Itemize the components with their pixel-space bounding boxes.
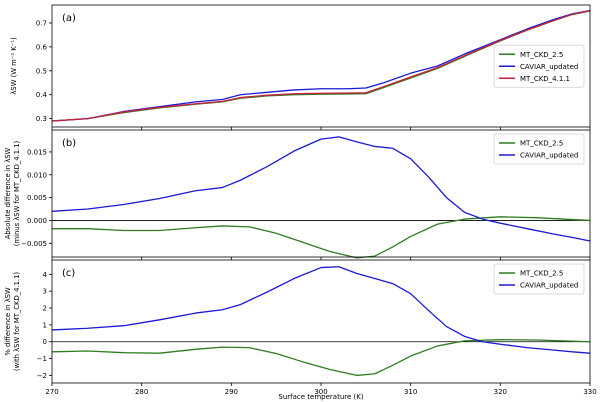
y-axis-label: λSW (W m⁻² K⁻¹) bbox=[10, 37, 18, 95]
x-axis-label: Surface temperature (K) bbox=[278, 393, 363, 401]
y-axis-label: Absolute difference in λSW bbox=[4, 147, 12, 239]
y-tick-label: 0.010 bbox=[27, 171, 47, 179]
y-tick-label: 3 bbox=[43, 288, 47, 296]
panel-label: (b) bbox=[62, 138, 76, 149]
series-line-3 bbox=[51, 10, 591, 122]
y-tick-label: 2 bbox=[43, 305, 47, 313]
x-tick-label: 290 bbox=[225, 388, 238, 396]
panel-label: (c) bbox=[62, 268, 75, 279]
legend-entry: MT_CKD_2.5 bbox=[520, 51, 563, 59]
x-tick-label: 280 bbox=[135, 388, 148, 396]
panel-1: 0.3 0.4 0.5 0.6 0.7 (a) λSW (W m⁻² K⁻¹) MT_CKD_… bbox=[10, 4, 591, 130]
legend: MT_CKD_2.5 CAVIAR_updated bbox=[493, 263, 585, 295]
y-tick-label: 0.005 bbox=[27, 194, 47, 202]
y-tick-label: 1 bbox=[43, 321, 47, 329]
y-tick-label: 0.7 bbox=[36, 19, 47, 27]
panel-label: (a) bbox=[62, 13, 76, 24]
legend-box bbox=[493, 44, 585, 88]
x-tick-label: 310 bbox=[404, 388, 417, 396]
y-axis-label: % difference in λSW bbox=[4, 287, 12, 356]
series-line-1 bbox=[52, 216, 591, 259]
y-tick-label: 0.3 bbox=[36, 115, 47, 123]
legend-entry: MT_CKD_2.5 bbox=[520, 270, 563, 278]
legend-entry: CAVIAR_updated bbox=[520, 152, 578, 160]
y-tick-label: 4 bbox=[43, 271, 48, 279]
y-tick-label: 0.000 bbox=[27, 217, 47, 225]
x-tick-label: 330 bbox=[583, 388, 596, 396]
y-tick-label: 0 bbox=[43, 338, 47, 346]
y-axis-label: (with λSW for MT_CKD_4.1.1) bbox=[13, 272, 21, 372]
legend: MT_CKD_2.5 CAVIAR_updated MT_CKD_4.1.1 bbox=[493, 44, 585, 88]
x-tick-label: 300 bbox=[314, 388, 327, 396]
legend-box bbox=[493, 133, 585, 165]
series-line-2 bbox=[51, 136, 591, 242]
series-line-2 bbox=[51, 9, 591, 122]
series-line-1 bbox=[51, 339, 591, 377]
x-tick-label: 270 bbox=[45, 388, 58, 396]
y-tick-label: −2 bbox=[37, 372, 47, 380]
legend-entry: MT_CKD_2.5 bbox=[520, 140, 563, 148]
y-axis-label: (minus λSW for MT_CKD_4.1.1) bbox=[13, 140, 21, 246]
y-tick-label: 0.4 bbox=[36, 91, 48, 99]
y-tick-label: −1 bbox=[37, 355, 47, 363]
legend-entry: MT_CKD_4.1.1 bbox=[520, 75, 570, 83]
series-line-2 bbox=[51, 266, 591, 354]
x-tick-label: 320 bbox=[494, 388, 507, 396]
panel-2: −0.005 0.000 0.005 0.010 0.015 (b) Absolute di… bbox=[4, 129, 591, 260]
legend-entry: CAVIAR_updated bbox=[520, 63, 578, 71]
y-tick-label: 0.6 bbox=[36, 43, 48, 51]
y-tick-label: 0.5 bbox=[36, 67, 47, 75]
legend-box bbox=[493, 263, 585, 295]
legend: MT_CKD_2.5 CAVIAR_updated bbox=[493, 133, 585, 165]
legend-entry: CAVIAR_updated bbox=[520, 282, 578, 290]
y-tick-label: 0.015 bbox=[27, 148, 47, 156]
panel-3: −2 −1 0 1 2 3 4 270 280 290 300 310 320 330 (c) % diffe… bbox=[4, 259, 597, 396]
y-tick-label: −0.005 bbox=[21, 240, 47, 248]
